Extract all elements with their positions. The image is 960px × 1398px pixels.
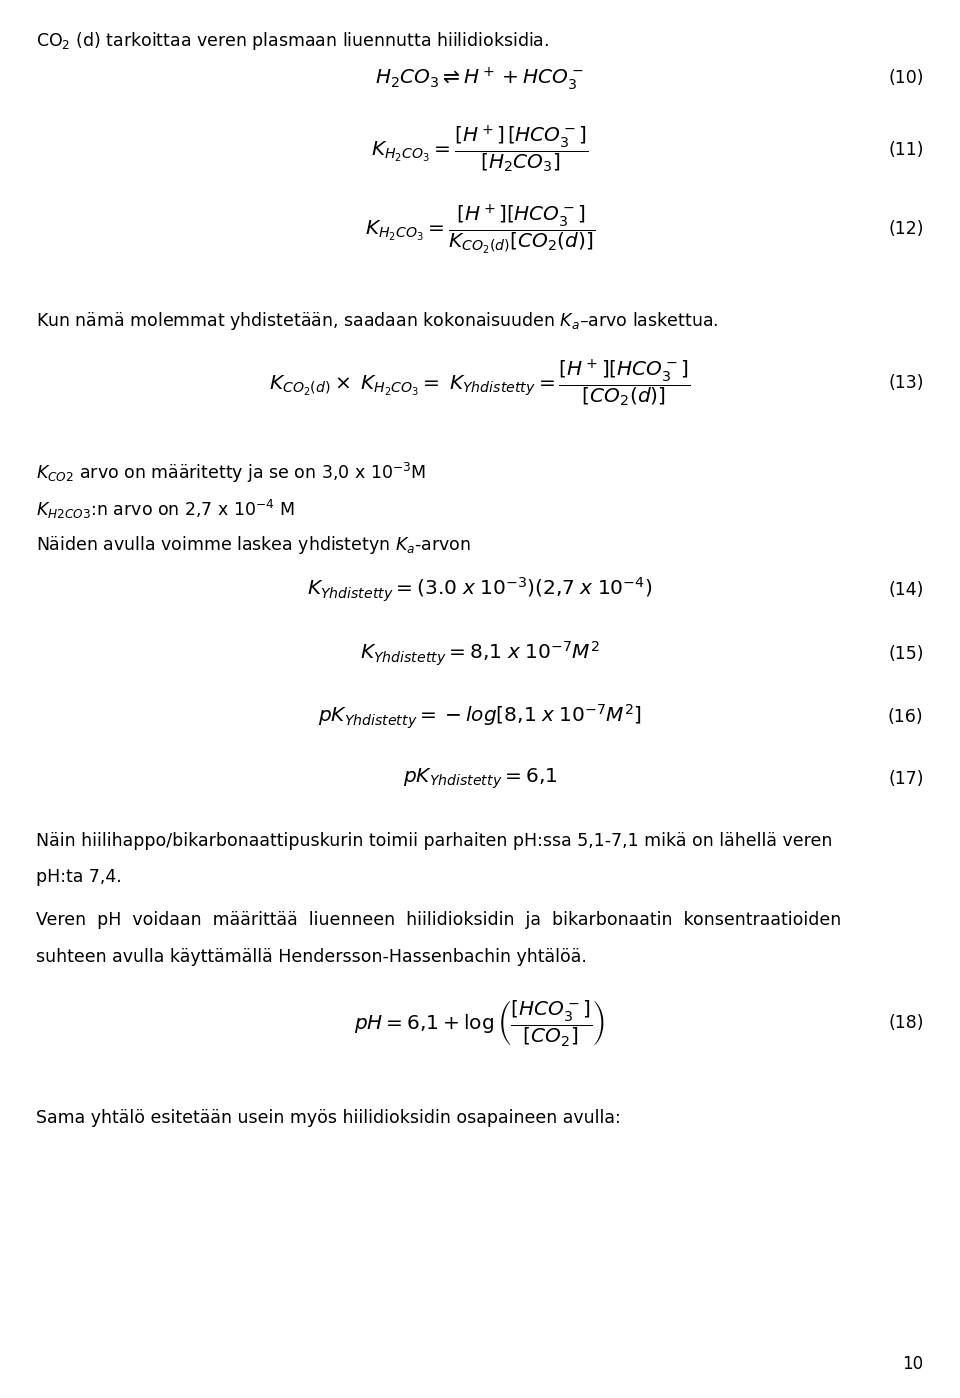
Text: $K_{Yhdistetty} = 8{,}1 \; x \; 10^{-7}M^2$: $K_{Yhdistetty} = 8{,}1 \; x \; 10^{-7}M… (360, 640, 600, 668)
Text: $K_{Yhdistetty} = (3.0 \; x \; 10^{-3})(2{,}7 \; x \; 10^{-4})$: $K_{Yhdistetty} = (3.0 \; x \; 10^{-3})(… (307, 576, 653, 604)
Text: (17): (17) (888, 770, 924, 787)
Text: suhteen avulla käyttämällä Hendersson-Hassenbachin yhtälöä.: suhteen avulla käyttämällä Hendersson-Ha… (36, 948, 588, 966)
Text: (16): (16) (888, 709, 924, 726)
Text: pH:ta 7,4.: pH:ta 7,4. (36, 868, 122, 886)
Text: $K_{CO_2(d)} \times \; K_{H_2CO_3} = \; K_{Yhdistetty} = \dfrac{[H^+][HCO_3^-]}{: $K_{CO_2(d)} \times \; K_{H_2CO_3} = \; … (270, 358, 690, 408)
Text: (14): (14) (888, 582, 924, 598)
Text: $K_{H2CO3}$:n arvo on 2,7 x 10$^{-4}$ M: $K_{H2CO3}$:n arvo on 2,7 x 10$^{-4}$ M (36, 498, 296, 521)
Text: Kun nämä molemmat yhdistetään, saadaan kokonaisuuden $K_a$–arvo laskettua.: Kun nämä molemmat yhdistetään, saadaan k… (36, 310, 719, 333)
Text: $pK_{Yhdistetty} = -log[8{,}1 \; x \; 10^{-7}M^2]$: $pK_{Yhdistetty} = -log[8{,}1 \; x \; 10… (318, 703, 642, 731)
Text: 10: 10 (902, 1355, 924, 1373)
Text: $K_{H_2CO_3} = \dfrac{[H^+]\,[HCO_3^-]}{[H_2CO_3]}$: $K_{H_2CO_3} = \dfrac{[H^+]\,[HCO_3^-]}{… (372, 124, 588, 175)
Text: (18): (18) (888, 1015, 924, 1032)
Text: Sama yhtälö esitetään usein myös hiilidioksidin osapaineen avulla:: Sama yhtälö esitetään usein myös hiilidi… (36, 1109, 621, 1127)
Text: Näin hiilihappo/bikarbonaattipuskurin toimii parhaiten pH:ssa 5,1-7,1 mikä on lä: Näin hiilihappo/bikarbonaattipuskurin to… (36, 832, 833, 850)
Text: (11): (11) (888, 141, 924, 158)
Text: $K_{CO2}$ arvo on määritetty ja se on 3,0 x 10$^{-3}$M: $K_{CO2}$ arvo on määritetty ja se on 3,… (36, 461, 426, 485)
Text: $K_{H_2CO_3} = \dfrac{[H^+][HCO_3^-]}{K_{CO_2(d)}[CO_2(d)]}$: $K_{H_2CO_3} = \dfrac{[H^+][HCO_3^-]}{K_… (365, 203, 595, 256)
Text: (13): (13) (888, 375, 924, 391)
Text: (10): (10) (888, 70, 924, 87)
Text: (15): (15) (888, 646, 924, 663)
Text: Näiden avulla voimme laskea yhdistetyn $K_a$-arvon: Näiden avulla voimme laskea yhdistetyn $… (36, 534, 471, 556)
Text: $pH = 6{,}1 + \log\left(\dfrac{[HCO_3^-]}{[CO_2]}\right)$: $pH = 6{,}1 + \log\left(\dfrac{[HCO_3^-]… (354, 998, 606, 1048)
Text: $pK_{Yhdistetty} = 6{,}1$: $pK_{Yhdistetty} = 6{,}1$ (402, 766, 558, 791)
Text: $H_2CO_3 \rightleftharpoons H^+ + HCO_3^-$: $H_2CO_3 \rightleftharpoons H^+ + HCO_3^… (375, 64, 585, 92)
Text: $\mathrm{CO_2}$ (d) tarkoittaa veren plasmaan liuennutta hiilidioksidia.: $\mathrm{CO_2}$ (d) tarkoittaa veren pla… (36, 29, 550, 52)
Text: (12): (12) (888, 221, 924, 238)
Text: Veren  pH  voidaan  määrittää  liuenneen  hiilidioksidin  ja  bikarbonaatin  kon: Veren pH voidaan määrittää liuenneen hii… (36, 911, 842, 930)
